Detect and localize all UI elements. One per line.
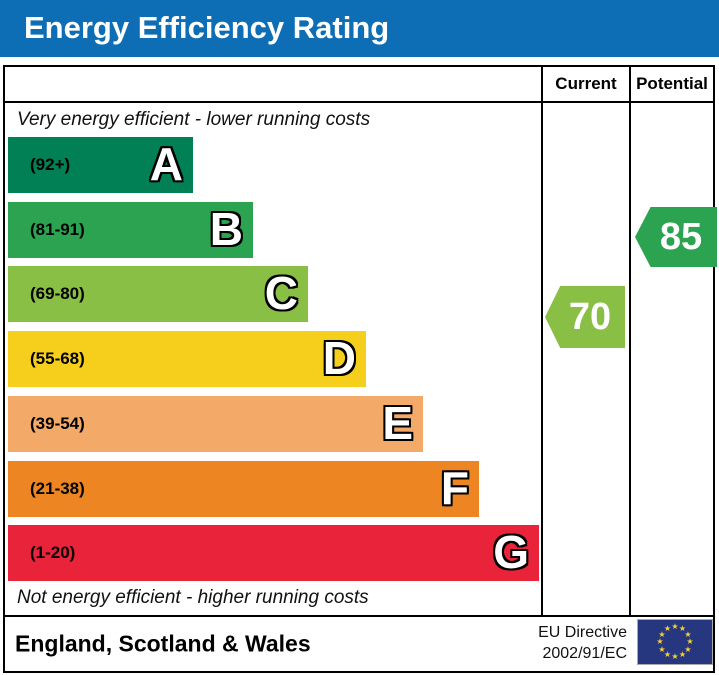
current-rating-arrow: 70 [545, 286, 625, 348]
eu-star-icon: ★ [663, 624, 672, 633]
title-bar: Energy Efficiency Rating [0, 0, 719, 57]
eu-star-icon: ★ [671, 652, 679, 661]
region-label: England, Scotland & Wales [15, 630, 311, 657]
band-letter: B [209, 202, 243, 255]
eu-directive-label: EU Directive 2002/91/EC [538, 624, 627, 662]
band-row-f: (21-38) F [8, 461, 479, 517]
band-letter: A [149, 137, 183, 190]
top-caption: Very energy efficient - lower running co… [17, 109, 371, 130]
eu-star-icon: ★ [671, 622, 679, 631]
eu-star-icon: ★ [658, 644, 666, 654]
band-range-label: (81-91) [30, 220, 85, 239]
band-row-a: (92+) A [8, 137, 193, 193]
current-column-divider [541, 67, 543, 615]
bottom-caption: Not energy efficient - higher running co… [17, 587, 369, 608]
band-letter: D [322, 331, 356, 384]
band-letter: F [440, 461, 469, 514]
band-letter: C [264, 266, 298, 319]
eu-star-icon: ★ [656, 637, 664, 646]
band-letter: G [493, 525, 529, 578]
band-row-g: (1-20) G [8, 525, 539, 581]
band-range-label: (1-20) [30, 543, 76, 562]
band-range-label: (21-38) [30, 479, 85, 498]
band-row-d: (55-68) D [8, 331, 366, 387]
potential-rating-value: 85 [659, 215, 703, 258]
header-divider [5, 101, 713, 103]
current-column-header: Current [555, 74, 617, 93]
eu-star-icon: ★ [678, 649, 687, 659]
potential-column-divider [629, 67, 631, 615]
eu-star-icon: ★ [686, 637, 694, 646]
eu-star-icon: ★ [678, 624, 687, 633]
band-range-label: (55-68) [30, 349, 85, 368]
band-range-label: (39-54) [30, 414, 85, 433]
band-letter: E [382, 396, 413, 449]
page-title: Energy Efficiency Rating [24, 10, 390, 45]
eu-star-icon: ★ [663, 649, 672, 659]
eu-star-icon: ★ [684, 644, 692, 654]
eu-star-icon: ★ [658, 629, 666, 639]
rating-chart: Current Potential Very energy efficient … [3, 65, 717, 617]
footer-bar: England, Scotland & Wales EU Directive 2… [3, 617, 715, 673]
band-range-label: (92+) [30, 155, 71, 174]
band-row-c: (69-80) C [8, 266, 308, 322]
potential-rating-arrow: 85 [635, 207, 717, 267]
current-rating-value: 70 [568, 295, 612, 338]
potential-column-header: Potential [636, 74, 708, 93]
band-row-e: (39-54) E [8, 396, 423, 452]
band-range-label: (69-80) [30, 284, 85, 303]
band-row-b: (81-91) B [8, 202, 253, 258]
eu-star-icon: ★ [684, 629, 692, 639]
eu-flag-icon: ★ ★ ★ ★ ★ ★ ★ ★ ★ ★ ★ ★ [637, 619, 713, 665]
